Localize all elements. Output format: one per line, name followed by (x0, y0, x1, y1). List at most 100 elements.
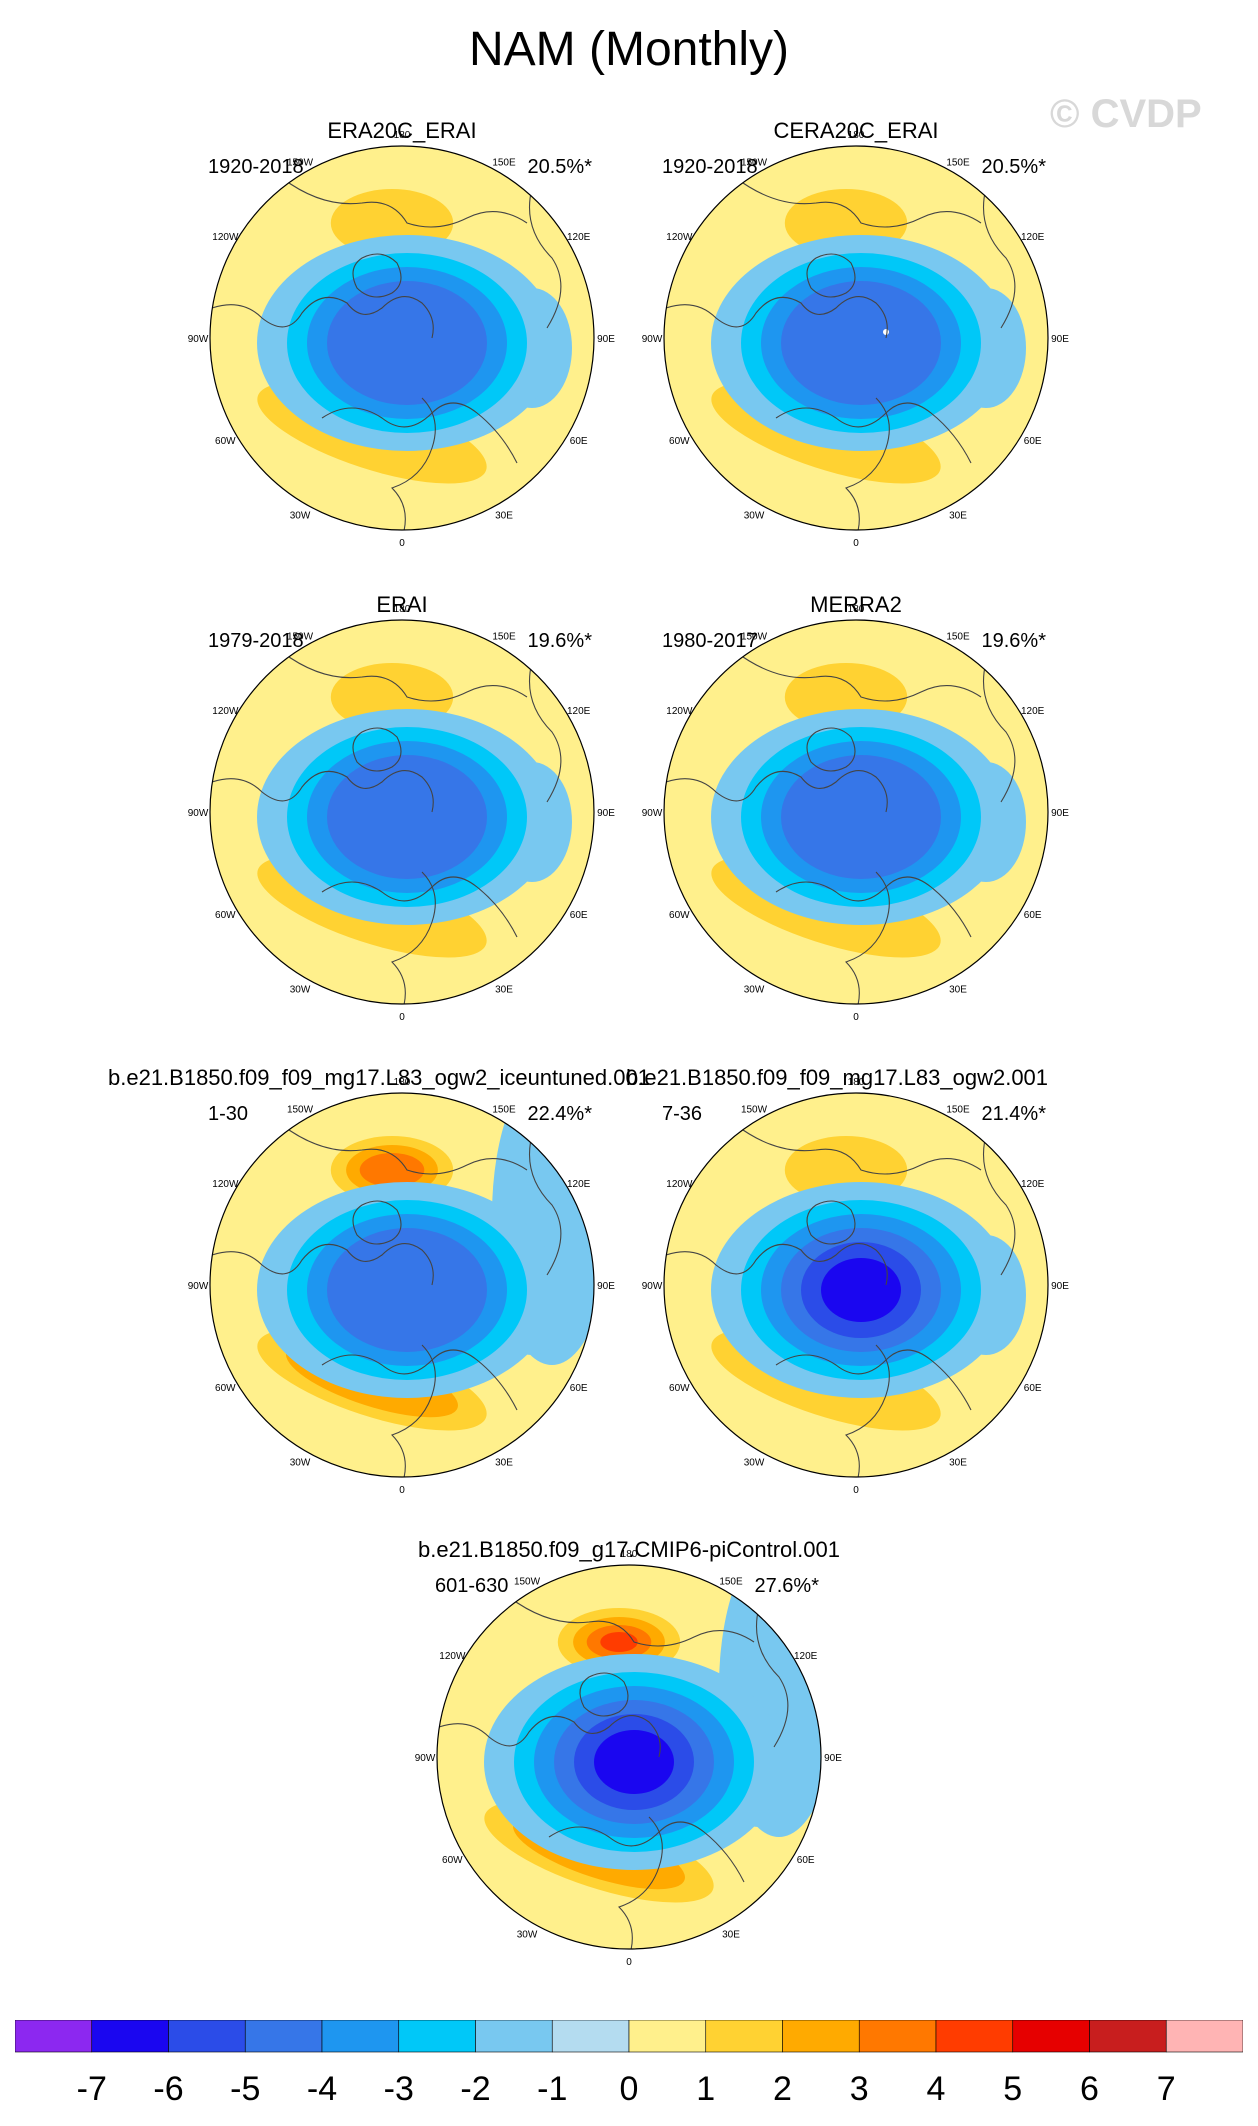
coastline (844, 871, 890, 1004)
panel-years: 601-630 (435, 1575, 509, 1597)
longitude-label: 120E (794, 1651, 818, 1662)
coastline (211, 1243, 434, 1286)
polar-map: 180 150E 120E 90E 60E 30E 0 30W 60W 90W 120W 150W (642, 130, 1070, 549)
longitude-label: 150W (287, 631, 314, 642)
longitude-label: 120E (1021, 1179, 1045, 1190)
coastline (844, 397, 890, 530)
longitude-label: 0 (399, 1485, 405, 1496)
colorbar-swatch (15, 2020, 93, 2053)
contour-pacific-pos (359, 1153, 425, 1187)
longitude-label: 90E (597, 334, 615, 345)
coastline (735, 177, 982, 228)
longitude-label: 150E (492, 1104, 516, 1115)
colorbar-tick-label: -7 (77, 2070, 107, 2108)
colorbar-tick-label: 2 (773, 2070, 792, 2108)
longitude-label: 150W (287, 1104, 314, 1115)
colorbar-swatch (551, 2020, 630, 2053)
longitude-label: 30E (949, 1458, 967, 1469)
longitude-label: 90W (642, 1281, 663, 1292)
field-contours (210, 146, 594, 530)
longitude-label: 60W (215, 910, 236, 921)
longitude-label: 120E (567, 232, 591, 243)
colorbar-tick-label: 6 (1080, 2070, 1099, 2108)
panel-title: ERAI (376, 592, 428, 617)
longitude-label: 60E (1024, 1383, 1042, 1394)
longitude-label: 90E (597, 1281, 615, 1292)
longitude-label: 150E (946, 631, 970, 642)
colorbar-swatch (1089, 2020, 1167, 2053)
map-boundary (209, 145, 595, 531)
coastline (755, 1606, 789, 1748)
longitude-label: 0 (853, 1012, 859, 1023)
colorbar-tick-label: -5 (230, 2070, 260, 2108)
longitude-label: 30W (744, 1458, 765, 1469)
coastline (390, 397, 436, 530)
contour-polar-neg (781, 281, 941, 405)
panel-title: ERA20C_ERAI (327, 118, 477, 143)
coastline (508, 1596, 755, 1647)
colorbar-tick-label: 1 (696, 2070, 715, 2108)
longitude-label: 30W (290, 1458, 311, 1469)
field-contours (664, 620, 1048, 1004)
longitude-label: 90W (188, 334, 209, 345)
polar-map: 180 150E 120E 90E 60E 30E 0 30W 60W 90W 120W 150W (188, 130, 616, 549)
longitude-label: 30W (744, 985, 765, 996)
longitude-label: 0 (399, 538, 405, 549)
longitude-label: 30E (495, 1458, 513, 1469)
longitude-label: 30E (495, 985, 513, 996)
contour-polar-neg (594, 1730, 674, 1794)
map-boundary (663, 1092, 1049, 1478)
longitude-label: 120W (212, 232, 239, 243)
longitude-label: 150E (492, 631, 516, 642)
coastline (579, 1672, 629, 1717)
map-boundary (209, 1092, 595, 1478)
longitude-label: 180 (394, 130, 411, 141)
longitude-label: 120W (439, 1651, 466, 1662)
colorbar-swatch (1012, 2020, 1090, 2053)
panel-variance-pct: 20.5%* (527, 156, 593, 178)
contour-polar-neg (327, 755, 487, 879)
coastline (352, 253, 402, 298)
colorbar-swatch (782, 2020, 860, 2053)
map-panel: MERRA2 1980-2017 19.6%* 180 150E 120E 90E 60… (576, 592, 1136, 1052)
panel-years: 1920-2018 (662, 156, 758, 178)
coastline (982, 661, 1016, 803)
longitude-label: 90W (415, 1753, 436, 1764)
coastline (352, 1200, 402, 1245)
panel-years: 1980-2017 (662, 630, 758, 652)
longitude-label: 30W (744, 511, 765, 522)
coastline (665, 1243, 888, 1286)
colorbar-tick-label: -3 (384, 2070, 414, 2108)
contour-polar-neg (821, 1258, 901, 1322)
coastline (438, 1715, 661, 1758)
field-contours (664, 146, 1048, 530)
map-boundary (436, 1564, 822, 1950)
longitude-label: 150W (741, 631, 768, 642)
longitude-label: 90E (597, 808, 615, 819)
panel-title: b.e21.B1850.f09_f09_mg17.L83_ogw2.001 (626, 1065, 1049, 1090)
longitude-label: 60E (570, 436, 588, 447)
longitude-label: 120E (1021, 706, 1045, 717)
longitude-label: 60E (570, 1383, 588, 1394)
panel-variance-pct: 27.6%* (754, 1575, 820, 1597)
longitude-label: 60W (215, 436, 236, 447)
longitude-label: 0 (853, 538, 859, 549)
coastline (844, 1344, 890, 1477)
longitude-label: 150W (741, 1104, 768, 1115)
coastline (665, 296, 888, 339)
longitude-label: 120E (1021, 232, 1045, 243)
longitude-label: 180 (621, 1549, 638, 1560)
panel-variance-pct: 19.6%* (981, 630, 1047, 652)
longitude-label: 90W (642, 334, 663, 345)
contour-polar-neg (327, 281, 487, 405)
panel-years: 1979-2018 (208, 630, 304, 652)
longitude-label: 120E (567, 706, 591, 717)
coastline (528, 187, 562, 329)
map-boundary (663, 619, 1049, 1005)
coastline (735, 651, 982, 702)
colorbar-tick-label: 5 (1003, 2070, 1022, 2108)
longitude-label: 60E (570, 910, 588, 921)
map-panel: ERAI 1979-2018 19.6%* 180 150E 120E 90E 60E 3… (122, 592, 682, 1052)
colorbar-tick-label: -4 (307, 2070, 337, 2108)
map-panel: b.e21.B1850.f09_g17.CMIP6-piControl.001 … (349, 1537, 909, 1997)
